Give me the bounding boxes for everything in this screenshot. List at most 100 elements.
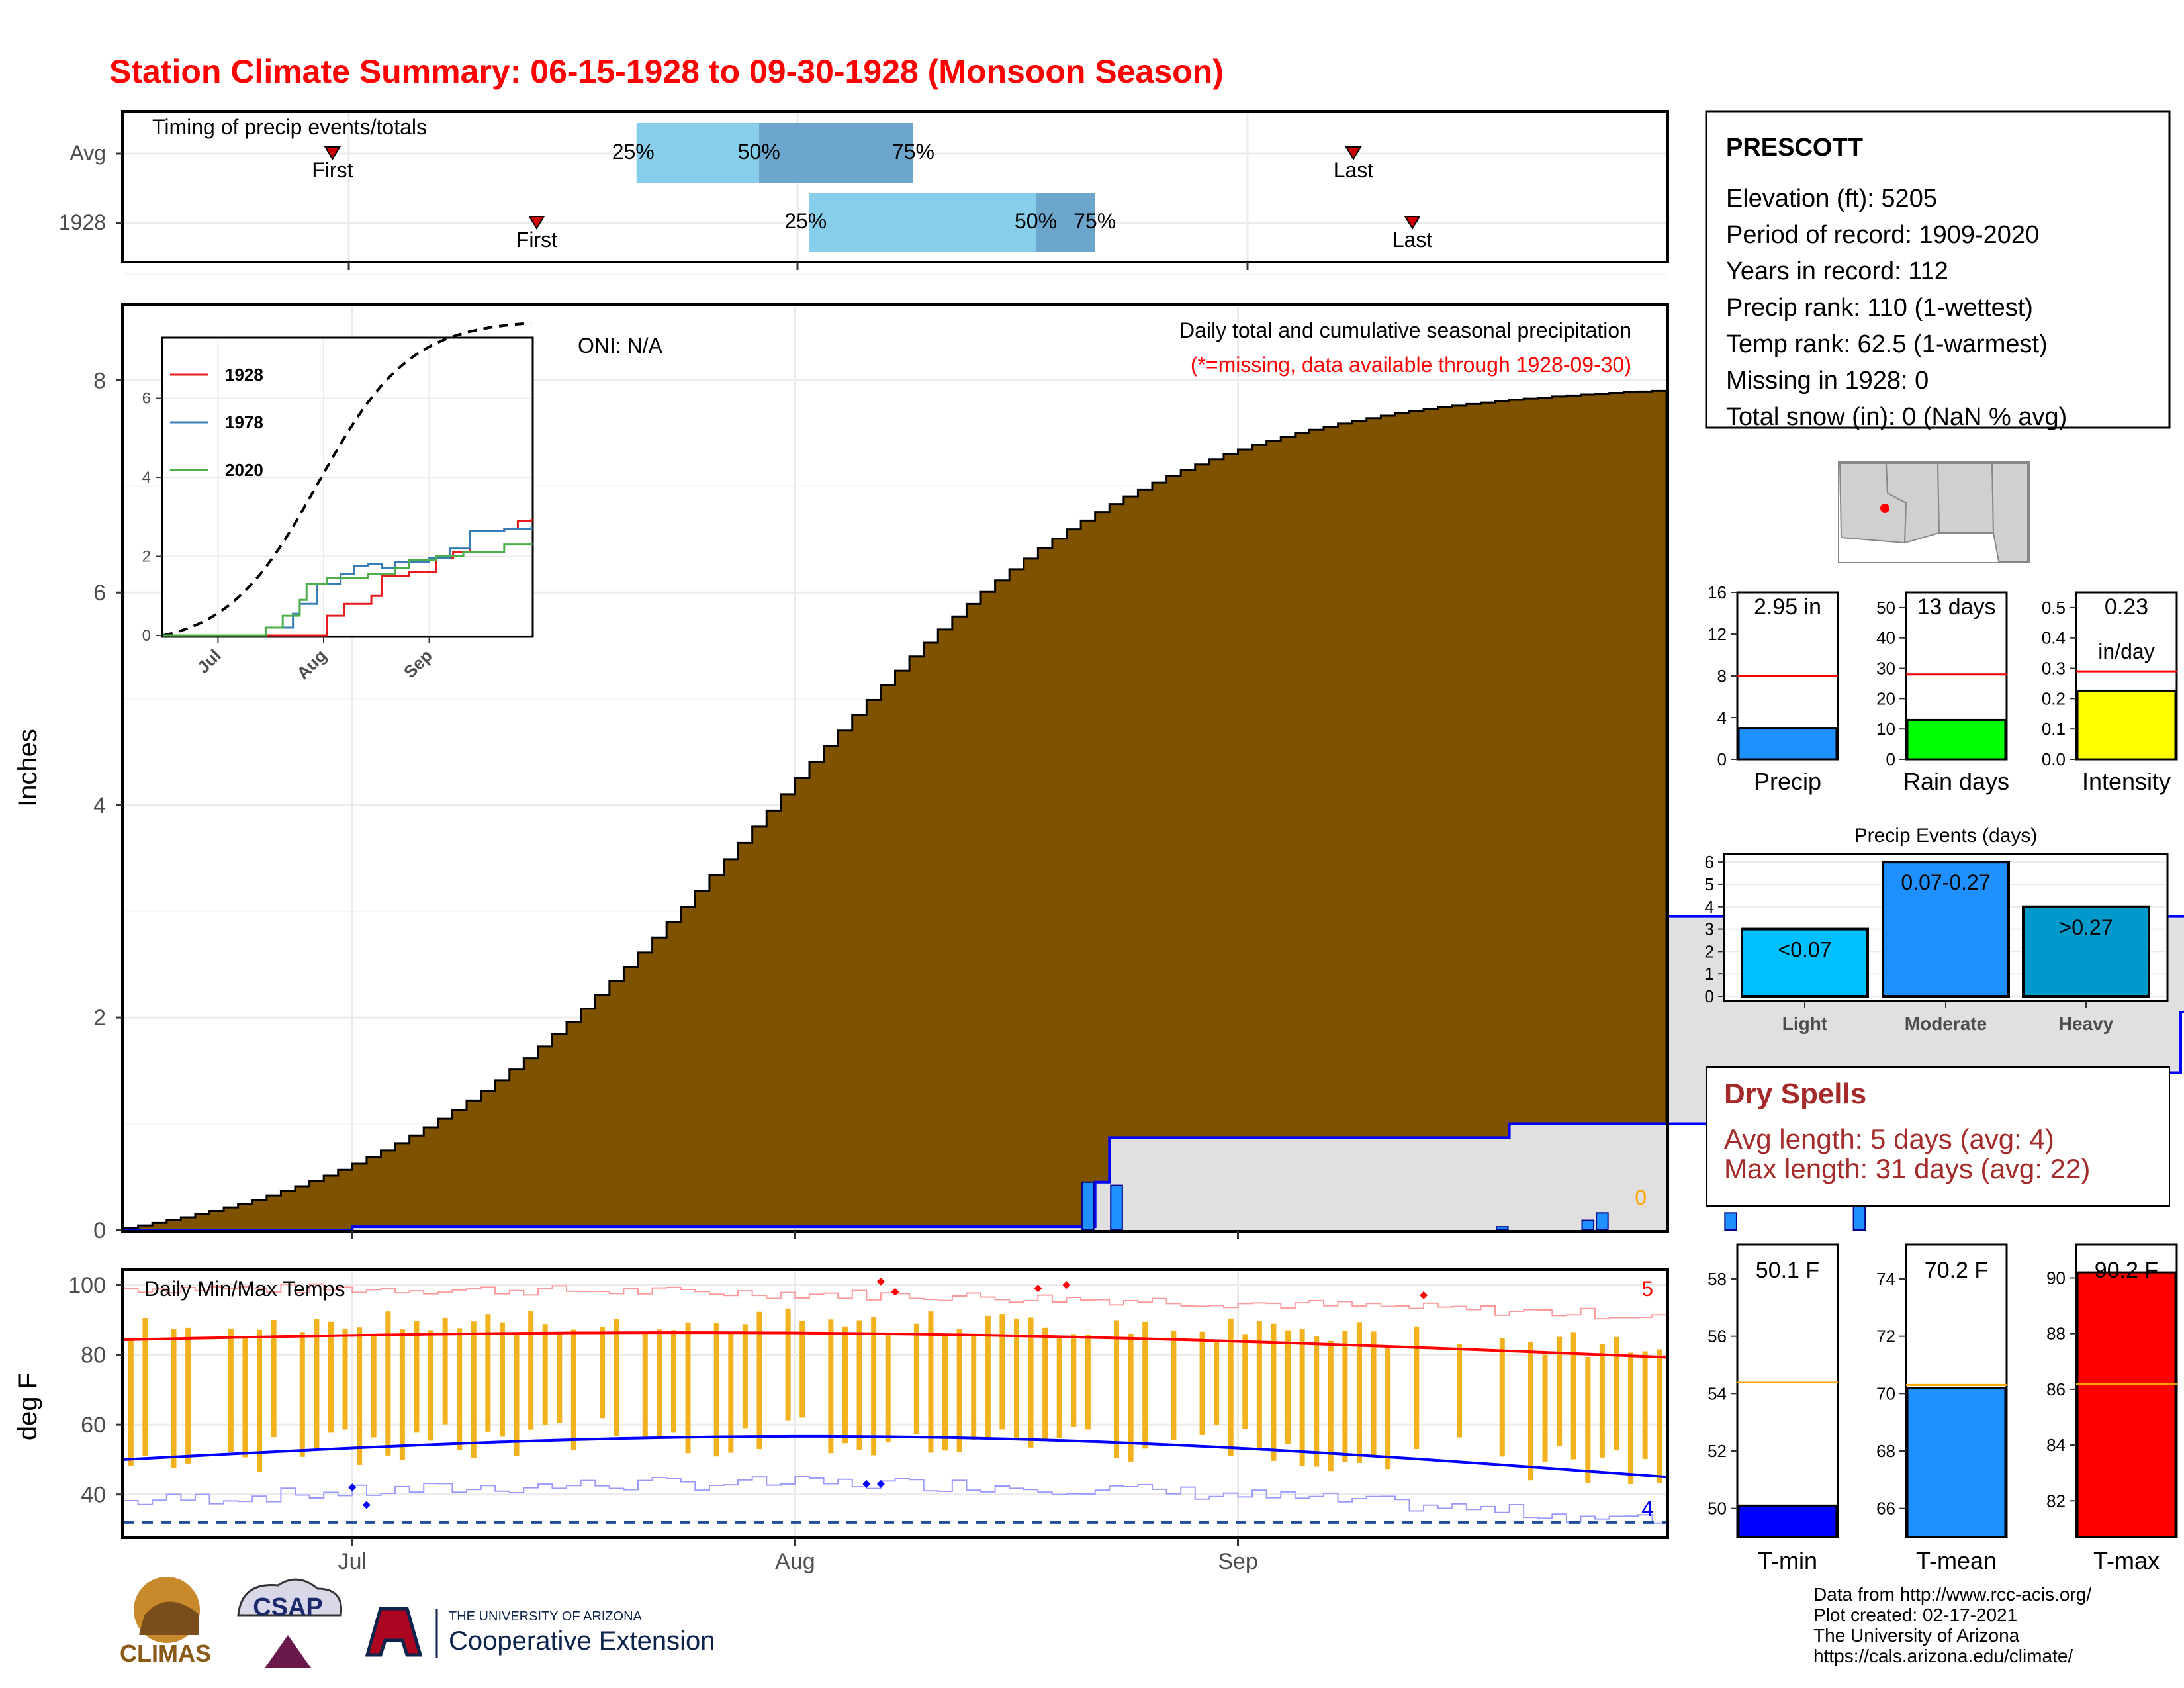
- precip-y-tick-label: 8: [93, 368, 106, 393]
- first-event-label: First: [516, 228, 557, 252]
- daily-temp-range-bar: [499, 1322, 505, 1437]
- inset-series-line-1978: [163, 526, 533, 637]
- station-location-marker: [1880, 504, 1889, 513]
- temp-gauge-tick-label: 50: [1707, 1499, 1727, 1519]
- daily-temp-range-bar: [1642, 1351, 1648, 1460]
- daily-temp-range-bar: [999, 1314, 1005, 1430]
- events-bar-label: >0.27: [2060, 915, 2113, 939]
- footer-line: Plot created: 02-17-2021: [1813, 1605, 2017, 1625]
- inset-y-tick-label: 4: [142, 469, 151, 487]
- precip-chart-title: Daily total and cumulative seasonal prec…: [1179, 318, 1631, 342]
- temp-y-axis-label: deg F: [13, 1373, 42, 1440]
- temp-gauge-tick-label: 90: [2046, 1268, 2066, 1288]
- temp-gauge-tick-label: 56: [1707, 1327, 1727, 1346]
- dry-spells-max-length: Max length: 31 days (avg: 22): [1724, 1153, 2090, 1184]
- daily-temp-range-bar: [128, 1338, 134, 1466]
- daily-temp-range-bar: [1271, 1323, 1277, 1461]
- temp-gauge-tick-label: 84: [2046, 1435, 2066, 1455]
- last-event-label: Last: [1334, 158, 1374, 182]
- precip-frame: [121, 303, 1669, 1233]
- daily-temp-range-bar: [1114, 1320, 1120, 1458]
- temp-gauge-tick-label: 72: [1876, 1327, 1895, 1346]
- events-bar: [1882, 861, 2010, 998]
- temp-gauge-tick-label: 54: [1707, 1383, 1727, 1403]
- csap-logo-mountain: [265, 1635, 311, 1668]
- timing-box-25-50: [809, 193, 1036, 252]
- daily-temp-range-bar: [1214, 1341, 1220, 1425]
- climas-logo: CLIMAS: [120, 1577, 211, 1667]
- daily-temp-range-bar: [728, 1333, 734, 1453]
- daily-temp-range-bar: [557, 1334, 563, 1423]
- gauge-value-bar: [1737, 727, 1838, 761]
- temp-y-tick-label: 100: [68, 1273, 106, 1298]
- timing-row-avg-label: Avg: [69, 141, 106, 165]
- inset-y-tick-label: 6: [142, 390, 151, 408]
- daily-temp-range-bar: [828, 1319, 834, 1454]
- daily-temp-range-bar: [1371, 1331, 1377, 1458]
- daily-temp-range-bar: [570, 1329, 576, 1450]
- timing-25-label: 25%: [612, 140, 655, 164]
- gauge-value-bar: [2076, 689, 2177, 761]
- events-bar: [2022, 905, 2150, 998]
- events-bar-label: <0.07: [1778, 938, 1832, 962]
- daily-temp-range-bar: [1071, 1334, 1077, 1427]
- daily-temp-range-bar: [1056, 1336, 1062, 1438]
- daily-temp-range-bar: [956, 1329, 962, 1452]
- ua-logo-top-text: THE UNIVERSITY OF ARIZONA: [449, 1609, 643, 1624]
- daily-temp-range-bar: [871, 1317, 877, 1456]
- events-y-tick-label: 4: [1705, 897, 1714, 917]
- daily-temp-range-bar: [1128, 1333, 1134, 1462]
- precip-chart-subtitle: (*=missing, data available through 1928-…: [1191, 353, 1631, 377]
- temp-gauge-tick-label: 74: [1876, 1269, 1895, 1289]
- footer-line: The University of Arizona: [1813, 1625, 2020, 1646]
- daily-temp-range-bar: [1042, 1327, 1048, 1440]
- daily-temp-range-bar: [1570, 1332, 1576, 1460]
- record-high-marker: [876, 1277, 885, 1286]
- temp-gauge-label: T-max: [2093, 1547, 2160, 1574]
- events-x-tick-label: Moderate: [1905, 1013, 1987, 1034]
- dry-spells-avg-length: Avg length: 5 days (avg: 4): [1724, 1123, 2054, 1154]
- daily-temp-range-bar: [1628, 1352, 1634, 1484]
- daily-temp-range-bar: [1657, 1349, 1662, 1483]
- gauge-tick-label: 0.3: [2042, 659, 2066, 679]
- timing-box-50-75: [1036, 193, 1095, 252]
- daily-temp-range-bar: [1527, 1342, 1533, 1481]
- daily-temp-range-bar: [1228, 1318, 1234, 1456]
- station-line: Missing in 1928: 0: [1726, 367, 1929, 395]
- events-x-tick-label: Heavy: [2059, 1013, 2114, 1034]
- gauge-tick-label: 20: [1876, 688, 1895, 708]
- daily-precip-bar: [1496, 1226, 1509, 1231]
- locator-map: [1838, 461, 2030, 563]
- temp-chart-label: Daily Min/Max Temps: [144, 1277, 345, 1301]
- daily-temp-range-bar: [357, 1327, 363, 1465]
- timing-75-label: 75%: [1073, 209, 1116, 233]
- daily-temp-range-bar: [1285, 1330, 1291, 1444]
- daily-precip-bar: [1596, 1212, 1609, 1231]
- first-event-marker: [324, 146, 341, 160]
- daily-temp-range-bar: [328, 1321, 334, 1433]
- daily-temp-range-bar: [856, 1320, 862, 1450]
- daily-temp-range-bar: [756, 1311, 762, 1450]
- precip-y-tick-label: 0: [93, 1218, 106, 1243]
- station-line: Years in record: 112: [1726, 258, 1948, 285]
- temp-gauge-value-bar: [2076, 1271, 2177, 1538]
- temp-x-tick-label: Sep: [1218, 1549, 1258, 1574]
- temp-gauge-value-bar: [1906, 1387, 2007, 1538]
- temp-gauge-tick-label: 70: [1876, 1383, 1895, 1403]
- gauge-tick-label: 10: [1876, 719, 1895, 739]
- timing-box-25-50: [636, 123, 759, 183]
- daily-temp-range-bar: [342, 1328, 348, 1430]
- gauge-value-unit: in/day: [2098, 639, 2154, 663]
- daily-temp-range-bar: [600, 1327, 606, 1419]
- gauge-tick-label: 16: [1707, 583, 1727, 602]
- csap-logo-text: CSAP: [253, 1593, 323, 1621]
- daily-temp-range-bar: [485, 1314, 491, 1432]
- daily-temp-range-bar: [799, 1320, 805, 1418]
- record-high-count: 5: [1641, 1277, 1653, 1301]
- gauge-label: Rain days: [1903, 768, 2009, 795]
- daily-temp-range-bar: [1028, 1317, 1034, 1448]
- daily-temp-range-bar: [1142, 1321, 1148, 1449]
- daily-precip-bar: [1081, 1181, 1095, 1231]
- gauge-tick-label: 50: [1876, 598, 1895, 618]
